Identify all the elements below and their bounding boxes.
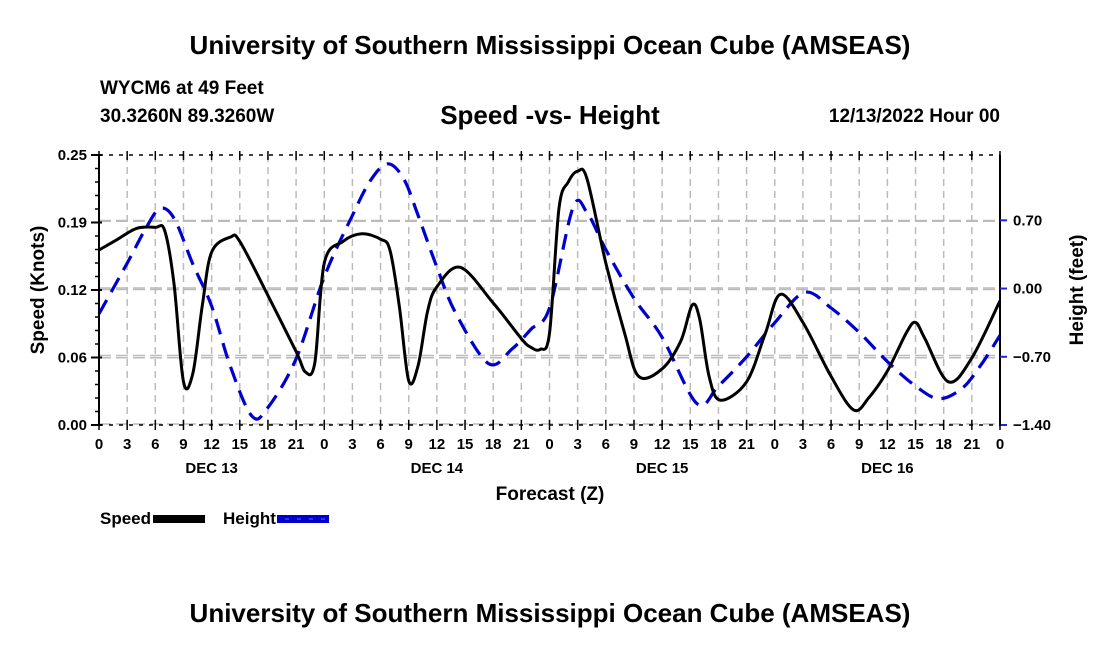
x-tick-label: 0 xyxy=(545,436,553,453)
chart-main-title: University of Southern Mississippi Ocean… xyxy=(189,30,911,60)
x-tick-label: 6 xyxy=(376,436,384,453)
x-tick-label: 21 xyxy=(738,436,755,453)
x-tick-label: 0 xyxy=(771,436,779,453)
station-label: WYCM6 at 49 Feet xyxy=(100,78,264,99)
series-line-height xyxy=(97,162,1002,421)
x-tick-label: 9 xyxy=(405,436,413,453)
y2-tick-label: 0.00 xyxy=(1013,281,1042,298)
tick-labels: 0.00 0.06 0.12 0.19 0.25 0.70 0.00 −0.70 −1.40 0 3… xyxy=(58,147,1051,477)
x-tick-label: 12 xyxy=(654,436,671,453)
y-tick-label: 0.06 xyxy=(58,350,87,367)
forecast-datetime: 12/13/2022 Hour 00 xyxy=(828,106,1000,127)
x-tick-label: 15 xyxy=(457,436,474,453)
y-tick-label: 0.12 xyxy=(58,282,87,299)
x-tick-label: 9 xyxy=(179,436,187,453)
y-tick-label: 0.19 xyxy=(58,215,87,232)
x-tick-label: 6 xyxy=(602,436,610,453)
series-layer xyxy=(97,162,1002,421)
legend-height-label: Height xyxy=(223,509,276,528)
x-day-label: DEC 16 xyxy=(861,460,914,477)
x-tick-label: 12 xyxy=(203,436,220,453)
x-tick-label: 3 xyxy=(799,436,807,453)
x-tick-label: 18 xyxy=(710,436,727,453)
legend-height-swatch xyxy=(276,515,329,523)
y2-tick-label: 0.70 xyxy=(1013,212,1042,229)
x-tick-label: 3 xyxy=(123,436,131,453)
x-tick-label: 21 xyxy=(964,436,981,453)
chart-subtitle: Speed -vs- Height xyxy=(440,100,660,130)
x-tick-label: 3 xyxy=(573,436,581,453)
x-day-label: DEC 13 xyxy=(185,460,238,477)
x-day-label: DEC 14 xyxy=(411,460,464,477)
x-tick-label: 21 xyxy=(513,436,530,453)
y-axis-label: Speed (Knots) xyxy=(28,226,49,355)
series-line-speed xyxy=(98,167,1002,413)
y2-tick-label: −1.40 xyxy=(1013,417,1051,434)
location-coordinates: 30.3260N 89.3260W xyxy=(100,106,275,127)
y2-axis-label: Height (feet) xyxy=(1067,235,1088,346)
x-tick-label: 6 xyxy=(827,436,835,453)
x-tick-label: 18 xyxy=(260,436,277,453)
x-tick-label: 9 xyxy=(630,436,638,453)
legend-speed-label: Speed xyxy=(100,509,152,528)
x-axis-label: Forecast (Z) xyxy=(496,484,605,505)
x-tick-label: 12 xyxy=(429,436,446,453)
x-day-label: DEC 15 xyxy=(636,460,689,477)
x-tick-label: 21 xyxy=(288,436,305,453)
x-tick-label: 15 xyxy=(231,436,248,453)
y-tick-label: 0.00 xyxy=(58,417,87,434)
footer-title: University of Southern Mississippi Ocean… xyxy=(189,598,911,628)
legend-speed-swatch xyxy=(153,515,206,523)
x-tick-label: 9 xyxy=(855,436,863,453)
x-tick-label: 6 xyxy=(151,436,159,453)
axes xyxy=(91,151,1007,430)
x-tick-label: 15 xyxy=(907,436,924,453)
y-tick-label: 0.25 xyxy=(58,147,87,164)
x-tick-label: 0 xyxy=(320,436,328,453)
x-tick-label: 3 xyxy=(348,436,356,453)
chart-legend: Speed Height xyxy=(100,509,329,529)
x-tick-label: 0 xyxy=(996,436,1004,453)
x-tick-label: 12 xyxy=(879,436,896,453)
x-tick-label: 18 xyxy=(485,436,502,453)
x-tick-label: 15 xyxy=(682,436,699,453)
x-tick-label: 0 xyxy=(95,436,103,453)
x-tick-label: 18 xyxy=(935,436,952,453)
y2-tick-label: −0.70 xyxy=(1013,349,1051,366)
grid-lines xyxy=(99,155,1000,425)
